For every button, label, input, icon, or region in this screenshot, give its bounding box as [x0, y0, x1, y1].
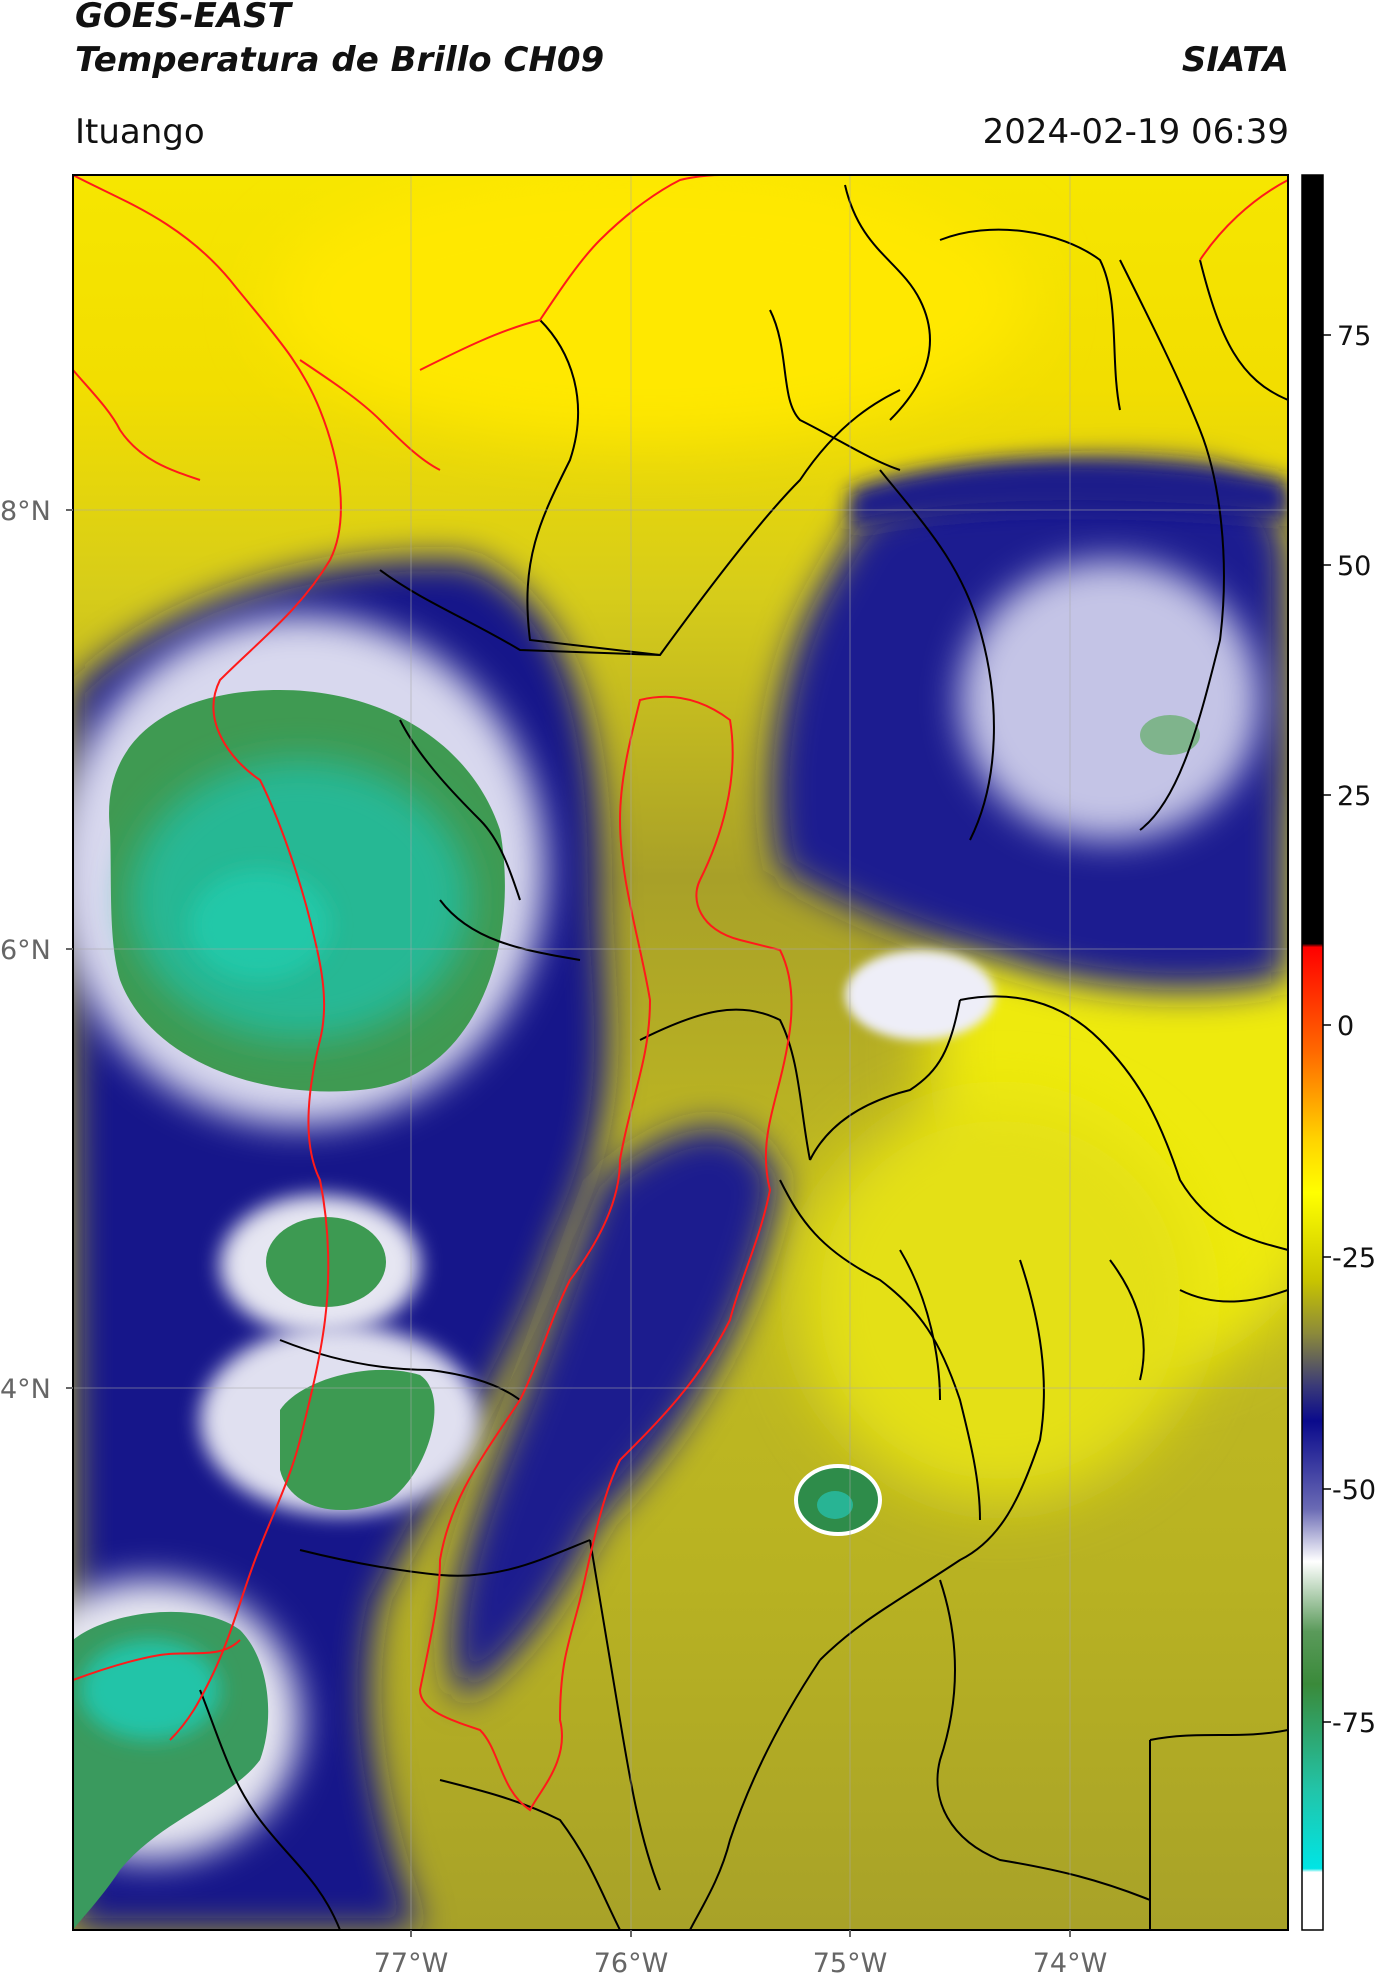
border-line-10: [439, 899, 581, 961]
coastline: [73, 175, 1288, 1741]
border-line-13: [959, 995, 1288, 1251]
organization-label: SIATA: [1181, 40, 1289, 80]
cloud-ring-east: [960, 560, 1260, 840]
map-frame: [72, 174, 1289, 1931]
border-line-15: [819, 1259, 1045, 1661]
cold-top-west-peak: [190, 870, 330, 980]
lat-label-6n: 6°N: [0, 935, 51, 966]
border-line-19: [1179, 1289, 1288, 1303]
cold-top-southwest: [280, 1369, 435, 1510]
caribbean-coast: [419, 175, 721, 371]
cb-label-0: 0: [1337, 1011, 1354, 1042]
border-line-4: [769, 309, 901, 471]
cold-cloud-arm-north: [850, 460, 1288, 530]
border-line-6: [939, 228, 1121, 411]
cloud-ring-valley: [845, 950, 995, 1040]
warm-area-north: [270, 175, 1030, 440]
cold-cloud-band-central: [450, 1127, 780, 1700]
cb-label-minus50: -50: [1332, 1475, 1376, 1506]
cb-label-25: 25: [1337, 781, 1371, 812]
lon-label-74w: 74°W: [1033, 1948, 1108, 1979]
border-line-1: [526, 319, 661, 656]
border-line-9: [399, 719, 521, 901]
border-line-26: [439, 1779, 621, 1930]
colorbar: 75 50 25 0 -25 -50 -75: [1301, 174, 1376, 1931]
gulf-coast-1: [73, 369, 201, 481]
border-line-12: [809, 999, 961, 1161]
border-line-7: [1119, 259, 1225, 831]
timestamp-label: 2024-02-19 06:39: [982, 112, 1289, 152]
warm-area-south: [800, 1100, 1200, 1500]
border-line-20: [1149, 1729, 1288, 1741]
lon-label-77w: 77°W: [374, 1948, 449, 1979]
cb-label-minus25: -25: [1332, 1243, 1376, 1274]
pacific-coast: [73, 175, 342, 1741]
border-line-8: [1199, 259, 1288, 401]
border-line-16: [689, 1659, 821, 1930]
satellite-title: GOES-EAST: [75, 0, 291, 36]
region-label: Ituango: [75, 112, 205, 152]
border-line-17: [899, 1249, 941, 1401]
border-line-14: [779, 1179, 981, 1521]
cb-label-50: 50: [1337, 551, 1371, 582]
longitude-axis: 77°W 76°W 75°W 74°W: [374, 1930, 1108, 1979]
lon-label-76w: 76°W: [594, 1948, 669, 1979]
border-line-18: [1109, 1259, 1145, 1381]
cb-label-minus75: -75: [1332, 1708, 1376, 1739]
cb-label-75: 75: [1337, 321, 1371, 352]
ituango-basin-outline: [418, 695, 793, 1812]
border-line-3: [844, 184, 931, 421]
colorbar-ramp: [1301, 174, 1324, 1931]
cold-top-east: [1140, 715, 1200, 755]
border-line-22: [936, 1579, 1151, 1901]
border-line-5: [879, 469, 995, 841]
cold-top-south-core: [80, 1640, 220, 1740]
graticule: [73, 175, 1288, 1930]
map-field: [73, 175, 1288, 1930]
southern-coast: [73, 1639, 241, 1681]
state-borders: [199, 184, 1288, 1930]
lat-label-8n: 8°N: [0, 496, 51, 527]
cold-top-cell-core: [817, 1491, 853, 1519]
border-line-24: [589, 1539, 661, 1891]
caribbean-coast-east: [1199, 179, 1288, 261]
cold-top-small: [266, 1217, 386, 1307]
latitude-axis: 8°N 6°N 4°N: [0, 496, 73, 1405]
lon-label-75w: 75°W: [813, 1948, 888, 1979]
product-title: Temperatura de Brillo CH09: [75, 40, 605, 80]
border-line-11: [639, 1008, 811, 1161]
border-line-25: [199, 1689, 341, 1930]
gulf-coast-2: [299, 359, 441, 471]
lat-label-4n: 4°N: [0, 1374, 51, 1405]
